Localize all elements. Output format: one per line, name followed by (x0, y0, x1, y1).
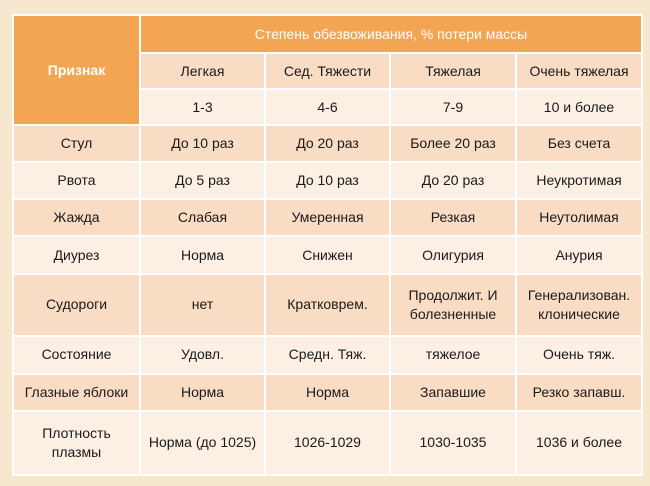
table-cell: 1036 и более (514, 409, 644, 477)
table-cell: Неукротимая (514, 161, 644, 201)
dehydration-table-container: Признак Степень обезвоживания, % потери … (12, 13, 644, 477)
dehydration-table: Признак Степень обезвоживания, % потери … (12, 13, 644, 477)
table-cell: Продолжит. И болезненные (389, 272, 517, 337)
table-row: Судороги нет Кратковрем. Продолжит. И бо… (12, 272, 644, 337)
table-cell: Очень тяж. (514, 334, 644, 375)
degree-severe: Тяжелая (389, 52, 517, 91)
table-cell: Резко запавш. (514, 372, 644, 412)
table-row: Жажда Слабая Умеренная Резкая Неутолимая (12, 198, 644, 238)
degree-very-severe: Очень тяжелая (514, 52, 644, 91)
table-cell: До 10 раз (139, 124, 266, 164)
table-cell: Снижен (264, 235, 391, 275)
table-cell: Умеренная (264, 198, 391, 238)
loss-very-severe: 10 и более (514, 88, 644, 127)
table-cell: До 20 раз (264, 124, 391, 164)
table-cell: Норма (264, 372, 391, 412)
header-dehydration-degree: Степень обезвоживания, % потери массы (138, 13, 644, 55)
table-cell: 1030-1035 (389, 409, 517, 477)
table-row: Плотность плазмы Норма (до 1025) 1026-10… (12, 409, 644, 477)
table-cell: Генерализован. клонические (514, 272, 644, 337)
loss-severe: 7-9 (389, 88, 517, 127)
table-cell: Норма (до 1025) (139, 409, 266, 477)
table-row: Глазные яблоки Норма Норма Запавшие Резк… (12, 372, 644, 412)
table-cell: тяжелое (389, 334, 517, 375)
table-row: Состояние Удовл. Средн. Тяж. тяжелое Оче… (12, 334, 644, 375)
table-cell: Анурия (514, 235, 644, 275)
row-feature: Рвота (12, 161, 141, 201)
table-row: Стул До 10 раз До 20 раз Более 20 раз Бе… (12, 124, 644, 164)
table-cell: Более 20 раз (389, 124, 517, 164)
table-cell: Средн. Тяж. (264, 334, 391, 375)
header-feature: Признак (12, 13, 141, 127)
table-cell: Неутолимая (514, 198, 644, 238)
table-cell: Норма (139, 235, 266, 275)
row-feature: Судороги (12, 272, 141, 337)
table-cell: 1026-1029 (264, 409, 391, 477)
table-cell: До 20 раз (389, 161, 517, 201)
table-cell: Кратковрем. (264, 272, 391, 337)
loss-moderate: 4-6 (264, 88, 391, 127)
table-cell: Без счета (514, 124, 644, 164)
table-row: Рвота До 5 раз До 10 раз До 20 раз Неукр… (12, 161, 644, 201)
degree-mild: Легкая (139, 52, 266, 91)
table-cell: Запавшие (389, 372, 517, 412)
row-feature: Плотность плазмы (12, 409, 141, 477)
table-cell: нет (139, 272, 266, 337)
table-cell: Слабая (139, 198, 266, 238)
row-feature: Жажда (12, 198, 141, 238)
degree-moderate: Сед. Тяжести (264, 52, 391, 91)
table-cell: До 10 раз (264, 161, 391, 201)
table-cell: Норма (139, 372, 266, 412)
table-cell: Удовл. (139, 334, 266, 375)
row-feature: Глазные яблоки (12, 372, 141, 412)
table-cell: До 5 раз (139, 161, 266, 201)
row-feature: Диурез (12, 235, 141, 275)
row-feature: Состояние (12, 334, 141, 375)
row-feature: Стул (12, 124, 141, 164)
table-row: Диурез Норма Снижен Олигурия Анурия (12, 235, 644, 275)
loss-mild: 1-3 (139, 88, 266, 127)
table-cell: Резкая (389, 198, 517, 238)
table-cell: Олигурия (389, 235, 517, 275)
